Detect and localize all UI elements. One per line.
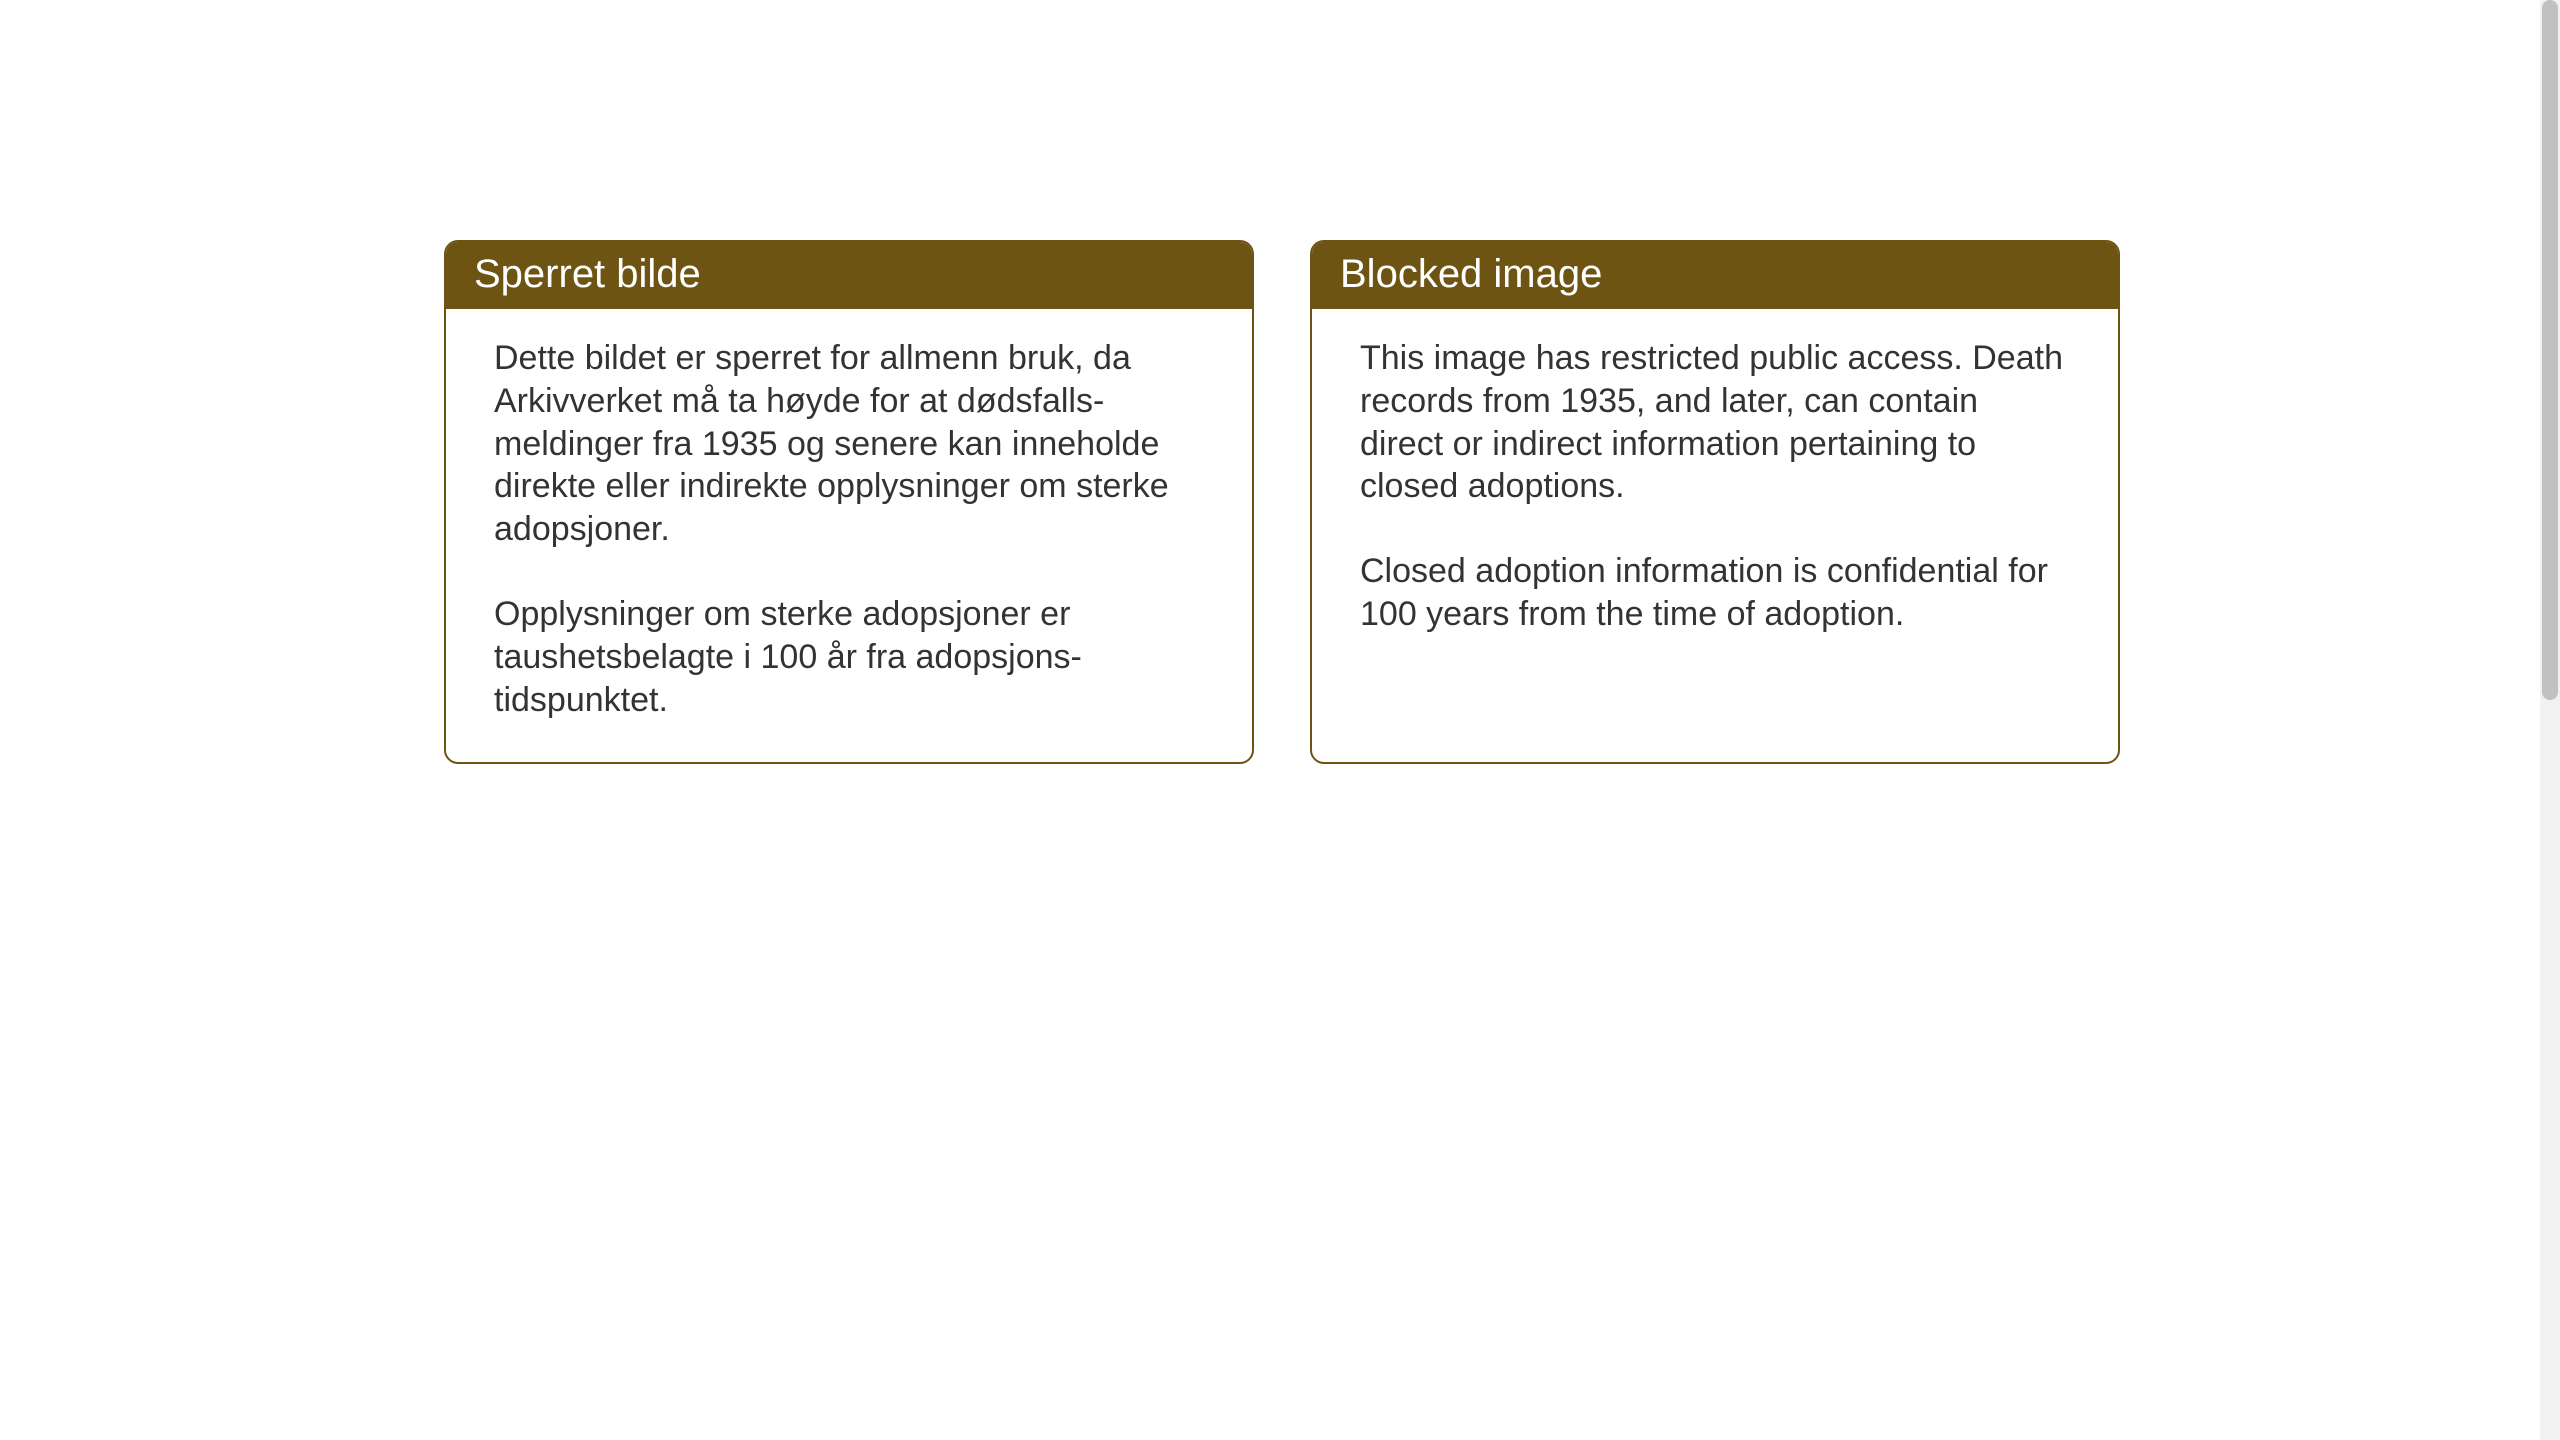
card-header-norwegian: Sperret bilde	[446, 242, 1252, 309]
card-paragraph2-english: Closed adoption information is confident…	[1360, 550, 2070, 636]
card-body-norwegian: Dette bildet er sperret for allmenn bruk…	[446, 309, 1252, 762]
card-title-english: Blocked image	[1340, 252, 1602, 296]
card-title-norwegian: Sperret bilde	[474, 252, 701, 296]
cards-container: Sperret bilde Dette bildet er sperret fo…	[444, 240, 2120, 764]
card-english: Blocked image This image has restricted …	[1310, 240, 2120, 764]
card-header-english: Blocked image	[1312, 242, 2118, 309]
card-body-english: This image has restricted public access.…	[1312, 309, 2118, 676]
card-paragraph1-norwegian: Dette bildet er sperret for allmenn bruk…	[494, 337, 1204, 551]
card-paragraph2-norwegian: Opplysninger om sterke adopsjoner er tau…	[494, 593, 1204, 721]
card-norwegian: Sperret bilde Dette bildet er sperret fo…	[444, 240, 1254, 764]
card-paragraph1-english: This image has restricted public access.…	[1360, 337, 2070, 508]
scrollbar-thumb[interactable]	[2542, 0, 2558, 700]
scrollbar-track[interactable]	[2540, 0, 2560, 1440]
